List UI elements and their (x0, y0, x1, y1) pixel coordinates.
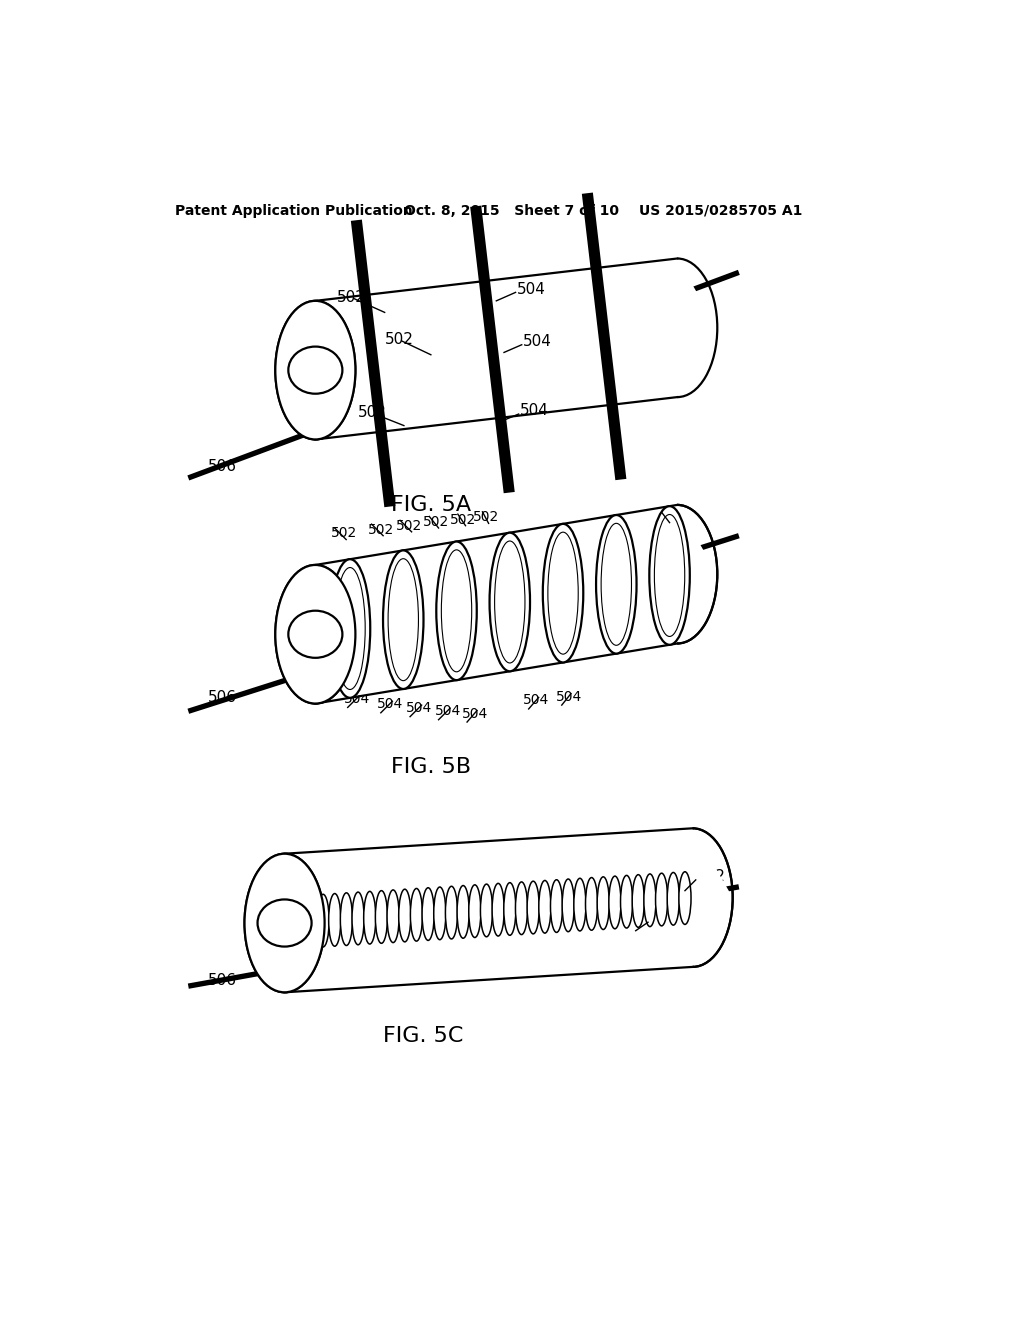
Ellipse shape (317, 894, 329, 946)
Ellipse shape (289, 347, 342, 393)
Text: FIG. 5B: FIG. 5B (391, 756, 471, 776)
Text: 506: 506 (208, 973, 237, 989)
Ellipse shape (422, 888, 434, 940)
Ellipse shape (649, 506, 690, 644)
Text: 504: 504 (556, 689, 582, 704)
Text: 504: 504 (435, 705, 461, 718)
Ellipse shape (504, 883, 516, 936)
Text: 502: 502 (473, 511, 500, 524)
Ellipse shape (364, 891, 376, 944)
Ellipse shape (562, 879, 574, 932)
Ellipse shape (275, 565, 355, 704)
Text: 504: 504 (649, 912, 678, 927)
Ellipse shape (527, 882, 540, 933)
Ellipse shape (376, 891, 387, 944)
Text: 504: 504 (462, 706, 487, 721)
Ellipse shape (445, 886, 458, 939)
Text: 502: 502 (423, 515, 450, 529)
Text: 504: 504 (407, 701, 432, 715)
Ellipse shape (289, 611, 342, 657)
Ellipse shape (655, 874, 668, 925)
Text: 504: 504 (377, 697, 403, 711)
Text: FIG. 5C: FIG. 5C (383, 1026, 463, 1047)
Text: 504: 504 (523, 693, 550, 708)
Ellipse shape (621, 875, 633, 928)
Ellipse shape (434, 887, 445, 940)
Ellipse shape (539, 880, 551, 933)
Ellipse shape (289, 347, 342, 393)
Text: FIG. 5A: FIG. 5A (391, 495, 471, 515)
Text: 502: 502 (331, 527, 357, 540)
Ellipse shape (275, 301, 355, 440)
Text: Oct. 8, 2015   Sheet 7 of 10: Oct. 8, 2015 Sheet 7 of 10 (403, 203, 618, 218)
Text: 502: 502 (357, 405, 387, 420)
Ellipse shape (515, 882, 527, 935)
Ellipse shape (644, 874, 656, 927)
Text: 502: 502 (337, 289, 366, 305)
Ellipse shape (352, 892, 365, 945)
Text: 502: 502 (385, 331, 414, 347)
Ellipse shape (668, 873, 679, 925)
Ellipse shape (383, 550, 424, 689)
Ellipse shape (457, 886, 469, 939)
Ellipse shape (480, 884, 493, 937)
Ellipse shape (551, 879, 562, 932)
Ellipse shape (257, 899, 311, 946)
Ellipse shape (543, 524, 584, 663)
Ellipse shape (387, 890, 399, 942)
Text: 504: 504 (344, 692, 370, 706)
Text: US 2015/0285705 A1: US 2015/0285705 A1 (639, 203, 802, 218)
Ellipse shape (596, 515, 637, 653)
Ellipse shape (330, 560, 371, 698)
Ellipse shape (245, 854, 325, 993)
Polygon shape (245, 829, 733, 993)
Text: 506: 506 (208, 459, 237, 474)
Ellipse shape (411, 888, 423, 941)
Ellipse shape (398, 890, 411, 942)
Text: 502: 502 (654, 510, 680, 524)
Ellipse shape (245, 854, 325, 993)
Text: 506: 506 (208, 690, 237, 705)
Text: 502: 502 (396, 519, 423, 533)
Polygon shape (275, 506, 717, 704)
Ellipse shape (597, 876, 609, 929)
Text: 502: 502 (451, 512, 476, 527)
Ellipse shape (632, 875, 644, 928)
Text: 502: 502 (696, 870, 725, 884)
Text: 502: 502 (368, 523, 394, 536)
Polygon shape (275, 259, 717, 440)
Text: 504: 504 (520, 404, 549, 418)
Ellipse shape (275, 565, 355, 704)
Text: Patent Application Publication: Patent Application Publication (175, 203, 413, 218)
Ellipse shape (609, 876, 621, 929)
Ellipse shape (586, 878, 598, 931)
Ellipse shape (573, 878, 586, 931)
Ellipse shape (329, 894, 341, 946)
Text: 504: 504 (517, 281, 546, 297)
Ellipse shape (275, 301, 355, 440)
Ellipse shape (679, 871, 691, 924)
Ellipse shape (469, 884, 481, 937)
Text: 504: 504 (523, 334, 552, 350)
Ellipse shape (289, 611, 342, 657)
Ellipse shape (257, 899, 311, 946)
Ellipse shape (340, 892, 352, 945)
Ellipse shape (493, 883, 504, 936)
Ellipse shape (489, 533, 530, 672)
Ellipse shape (436, 541, 477, 680)
